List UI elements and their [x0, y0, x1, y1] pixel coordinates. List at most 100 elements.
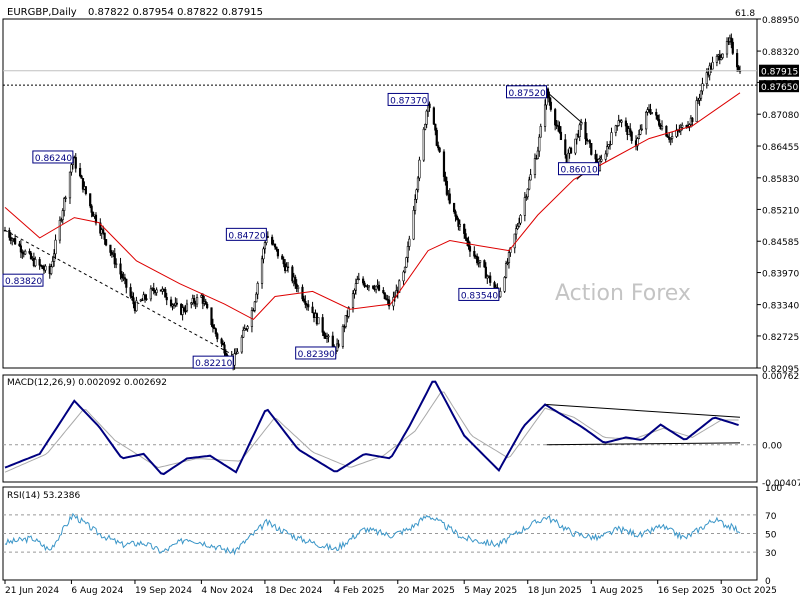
- rsi-tick-label: 100: [765, 484, 782, 494]
- candle-body: [424, 124, 427, 130]
- price-tick-label: 0.88950: [762, 16, 799, 26]
- price-tick-label: 0.87080: [762, 111, 799, 121]
- candle-body: [681, 125, 684, 128]
- candle-body: [297, 286, 300, 289]
- candle-body: [650, 112, 654, 114]
- candle-body: [246, 326, 249, 330]
- time-tick-label: 30 Oct 2025: [721, 586, 777, 596]
- candle-body: [331, 335, 334, 347]
- rsi-panel: 100 70 50 30 0: [2, 484, 782, 587]
- candle-body: [486, 275, 489, 279]
- candle-body: [382, 290, 385, 294]
- candle-body: [175, 302, 178, 305]
- time-tick-label: 21 Jun 2024: [5, 586, 59, 596]
- candle-body: [444, 176, 447, 182]
- candle-body: [11, 238, 14, 241]
- candle-body: [285, 266, 288, 272]
- candle-body: [304, 300, 307, 305]
- candle-body: [590, 142, 593, 155]
- candle-body: [507, 252, 511, 263]
- candle-body: [554, 109, 557, 126]
- candle-body: [74, 157, 77, 169]
- level-price-box: [759, 80, 799, 93]
- candle-body: [578, 124, 581, 137]
- candle-body: [99, 222, 102, 234]
- candle-body: [341, 326, 344, 347]
- candle-body: [84, 186, 87, 194]
- candle-body: [549, 101, 552, 110]
- candle-body: [262, 248, 265, 260]
- candle-body: [656, 114, 659, 120]
- annotation-label: 0.84720: [228, 231, 265, 241]
- candle-body: [463, 223, 466, 234]
- candle-body: [141, 299, 144, 302]
- candle-body: [418, 159, 421, 179]
- price-tick-label: 0.84585: [762, 238, 799, 248]
- candle-body: [201, 295, 204, 304]
- candle-body: [220, 338, 223, 344]
- candle-body: [513, 233, 516, 249]
- candle-body: [60, 219, 63, 221]
- candle-body: [536, 150, 539, 159]
- candle-body: [484, 266, 487, 279]
- candle-body: [620, 120, 623, 123]
- candle-body: [149, 288, 152, 300]
- candle-body: [655, 112, 658, 116]
- candle-body: [649, 109, 652, 114]
- candle-body: [434, 123, 437, 131]
- candle-body: [109, 244, 112, 253]
- candle-body: [234, 353, 238, 355]
- candle-body: [252, 310, 255, 312]
- trendline: [4, 229, 234, 356]
- candle-body: [525, 196, 528, 198]
- candle-body: [533, 158, 537, 175]
- annotation-label: 0.82390: [298, 350, 335, 360]
- candle-body: [458, 223, 461, 227]
- candle-body: [448, 193, 451, 204]
- annotation-label: 0.86010: [560, 166, 597, 176]
- candle-body: [736, 53, 739, 68]
- price-frame: [2, 18, 758, 369]
- current-price-label: 0.87915: [761, 68, 798, 78]
- candle-body: [428, 103, 431, 109]
- candle-body: [14, 238, 17, 245]
- candle-body: [223, 344, 226, 354]
- candle-body: [730, 37, 733, 43]
- candle-body: [103, 232, 106, 240]
- candle-body: [697, 99, 700, 102]
- candle-body: [80, 175, 83, 179]
- candle-body: [483, 260, 486, 268]
- candle-body: [357, 278, 360, 281]
- rsi-tick-label: 30: [765, 549, 777, 559]
- candle-body: [608, 144, 612, 146]
- candle-body: [89, 193, 92, 207]
- candle-body: [353, 289, 356, 294]
- candle-body: [273, 243, 277, 248]
- candle-body: [256, 283, 259, 295]
- macd-frame: [2, 374, 758, 483]
- candle-body: [50, 266, 53, 274]
- candle-body: [165, 297, 168, 301]
- candle-body: [91, 212, 95, 217]
- candle-body: [211, 324, 215, 328]
- candle-body: [64, 197, 67, 200]
- candle-body: [184, 310, 187, 312]
- annotation-box: [32, 150, 74, 164]
- candle-body: [616, 125, 619, 127]
- candle-body: [253, 301, 256, 311]
- candle-body: [445, 181, 448, 195]
- candle-body: [323, 331, 326, 337]
- candle-body: [737, 66, 740, 72]
- price-tick-label: 0.85830: [762, 175, 799, 185]
- candle-body: [584, 121, 587, 140]
- candle-body: [538, 136, 541, 152]
- annotation-box: [557, 162, 599, 176]
- candle-body: [699, 90, 703, 99]
- candle-body: [210, 307, 213, 326]
- rsi-tick-label: 50: [765, 531, 777, 541]
- candle-body: [465, 238, 469, 242]
- time-tick-label: 19 Sep 2024: [135, 586, 192, 596]
- candle-body: [646, 109, 649, 113]
- candle-body: [8, 230, 11, 238]
